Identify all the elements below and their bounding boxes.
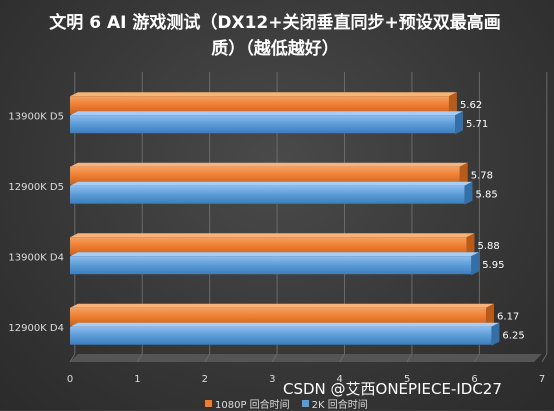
bar-side-face — [471, 252, 480, 276]
x-tick-label: 6 — [471, 374, 477, 385]
x-tick-label: 3 — [269, 374, 275, 385]
watermark: CSDN @艾西ONEPIECE-IDC27 — [283, 380, 502, 398]
bar-top-face — [70, 181, 473, 186]
category-label: 13900K D4 — [8, 252, 64, 263]
bar-side-face — [486, 303, 495, 327]
gridline-floor — [339, 353, 345, 363]
bar — [70, 96, 449, 115]
bar-top-face — [70, 162, 468, 167]
bar-side-face — [466, 233, 475, 257]
gridline-floor — [271, 353, 278, 363]
bar — [70, 115, 456, 134]
gridline-floor — [474, 353, 480, 363]
bar — [70, 307, 487, 326]
bar-side-face — [491, 322, 500, 346]
bar-top-face — [70, 233, 475, 238]
bar-top-face — [70, 322, 500, 327]
legend-swatch-1080p — [205, 400, 212, 407]
category-label: 12900K D5 — [8, 182, 64, 193]
data-label: 5.95 — [482, 260, 504, 271]
legend-item-2k: 2K 回合时间 — [301, 396, 368, 411]
x-tick-label: 7 — [539, 374, 545, 385]
x-tick-label: 5 — [404, 374, 410, 385]
gridline-floor — [69, 353, 76, 363]
category-label: 13900K D5 — [8, 111, 64, 122]
bar — [70, 326, 492, 345]
bar — [70, 185, 465, 204]
x-tick-label: 4 — [337, 374, 343, 385]
data-label: 5.62 — [460, 100, 482, 111]
gridline-floor — [406, 353, 413, 363]
bar-top-face — [70, 111, 464, 116]
data-label: 5.78 — [471, 170, 493, 181]
bar-side-face — [455, 111, 464, 135]
data-label: 6.25 — [502, 330, 524, 341]
bar-top-face — [70, 252, 480, 257]
legend-label-1080p: 1080P 回合时间 — [215, 400, 290, 411]
data-label: 5.85 — [475, 189, 497, 200]
bar-side-face — [448, 92, 457, 116]
bar — [70, 237, 467, 256]
bar-top-face — [70, 92, 457, 97]
legend-item-1080p: 1080P 回合时间 — [205, 396, 290, 411]
legend-swatch-2k — [301, 400, 309, 407]
chart-title: 文明 6 AI 游戏测试（DX12+关闭垂直同步+预设双最高画质）（越低越好） — [49, 13, 501, 59]
data-label: 6.17 — [497, 311, 519, 322]
bar-side-face — [464, 181, 473, 205]
bar-side-face — [459, 162, 468, 186]
bar — [70, 256, 472, 275]
bar — [70, 166, 460, 185]
x-tick-label: 1 — [134, 374, 140, 385]
category-label: 12900K D4 — [8, 323, 64, 334]
bar-top-face — [70, 303, 495, 308]
x-tick-label: 2 — [202, 374, 208, 385]
legend: 1080P 回合时间 2K 回合时间 — [205, 396, 368, 411]
data-label: 5.71 — [466, 119, 488, 130]
data-label: 5.88 — [477, 241, 499, 252]
legend-label-2k: 2K 回合时间 — [311, 400, 368, 411]
gridline-floor — [204, 353, 211, 363]
gridline-floor — [541, 353, 548, 363]
x-tick-label: 0 — [67, 374, 73, 385]
plot-floor — [70, 354, 542, 362]
gridline-floor — [136, 353, 143, 363]
